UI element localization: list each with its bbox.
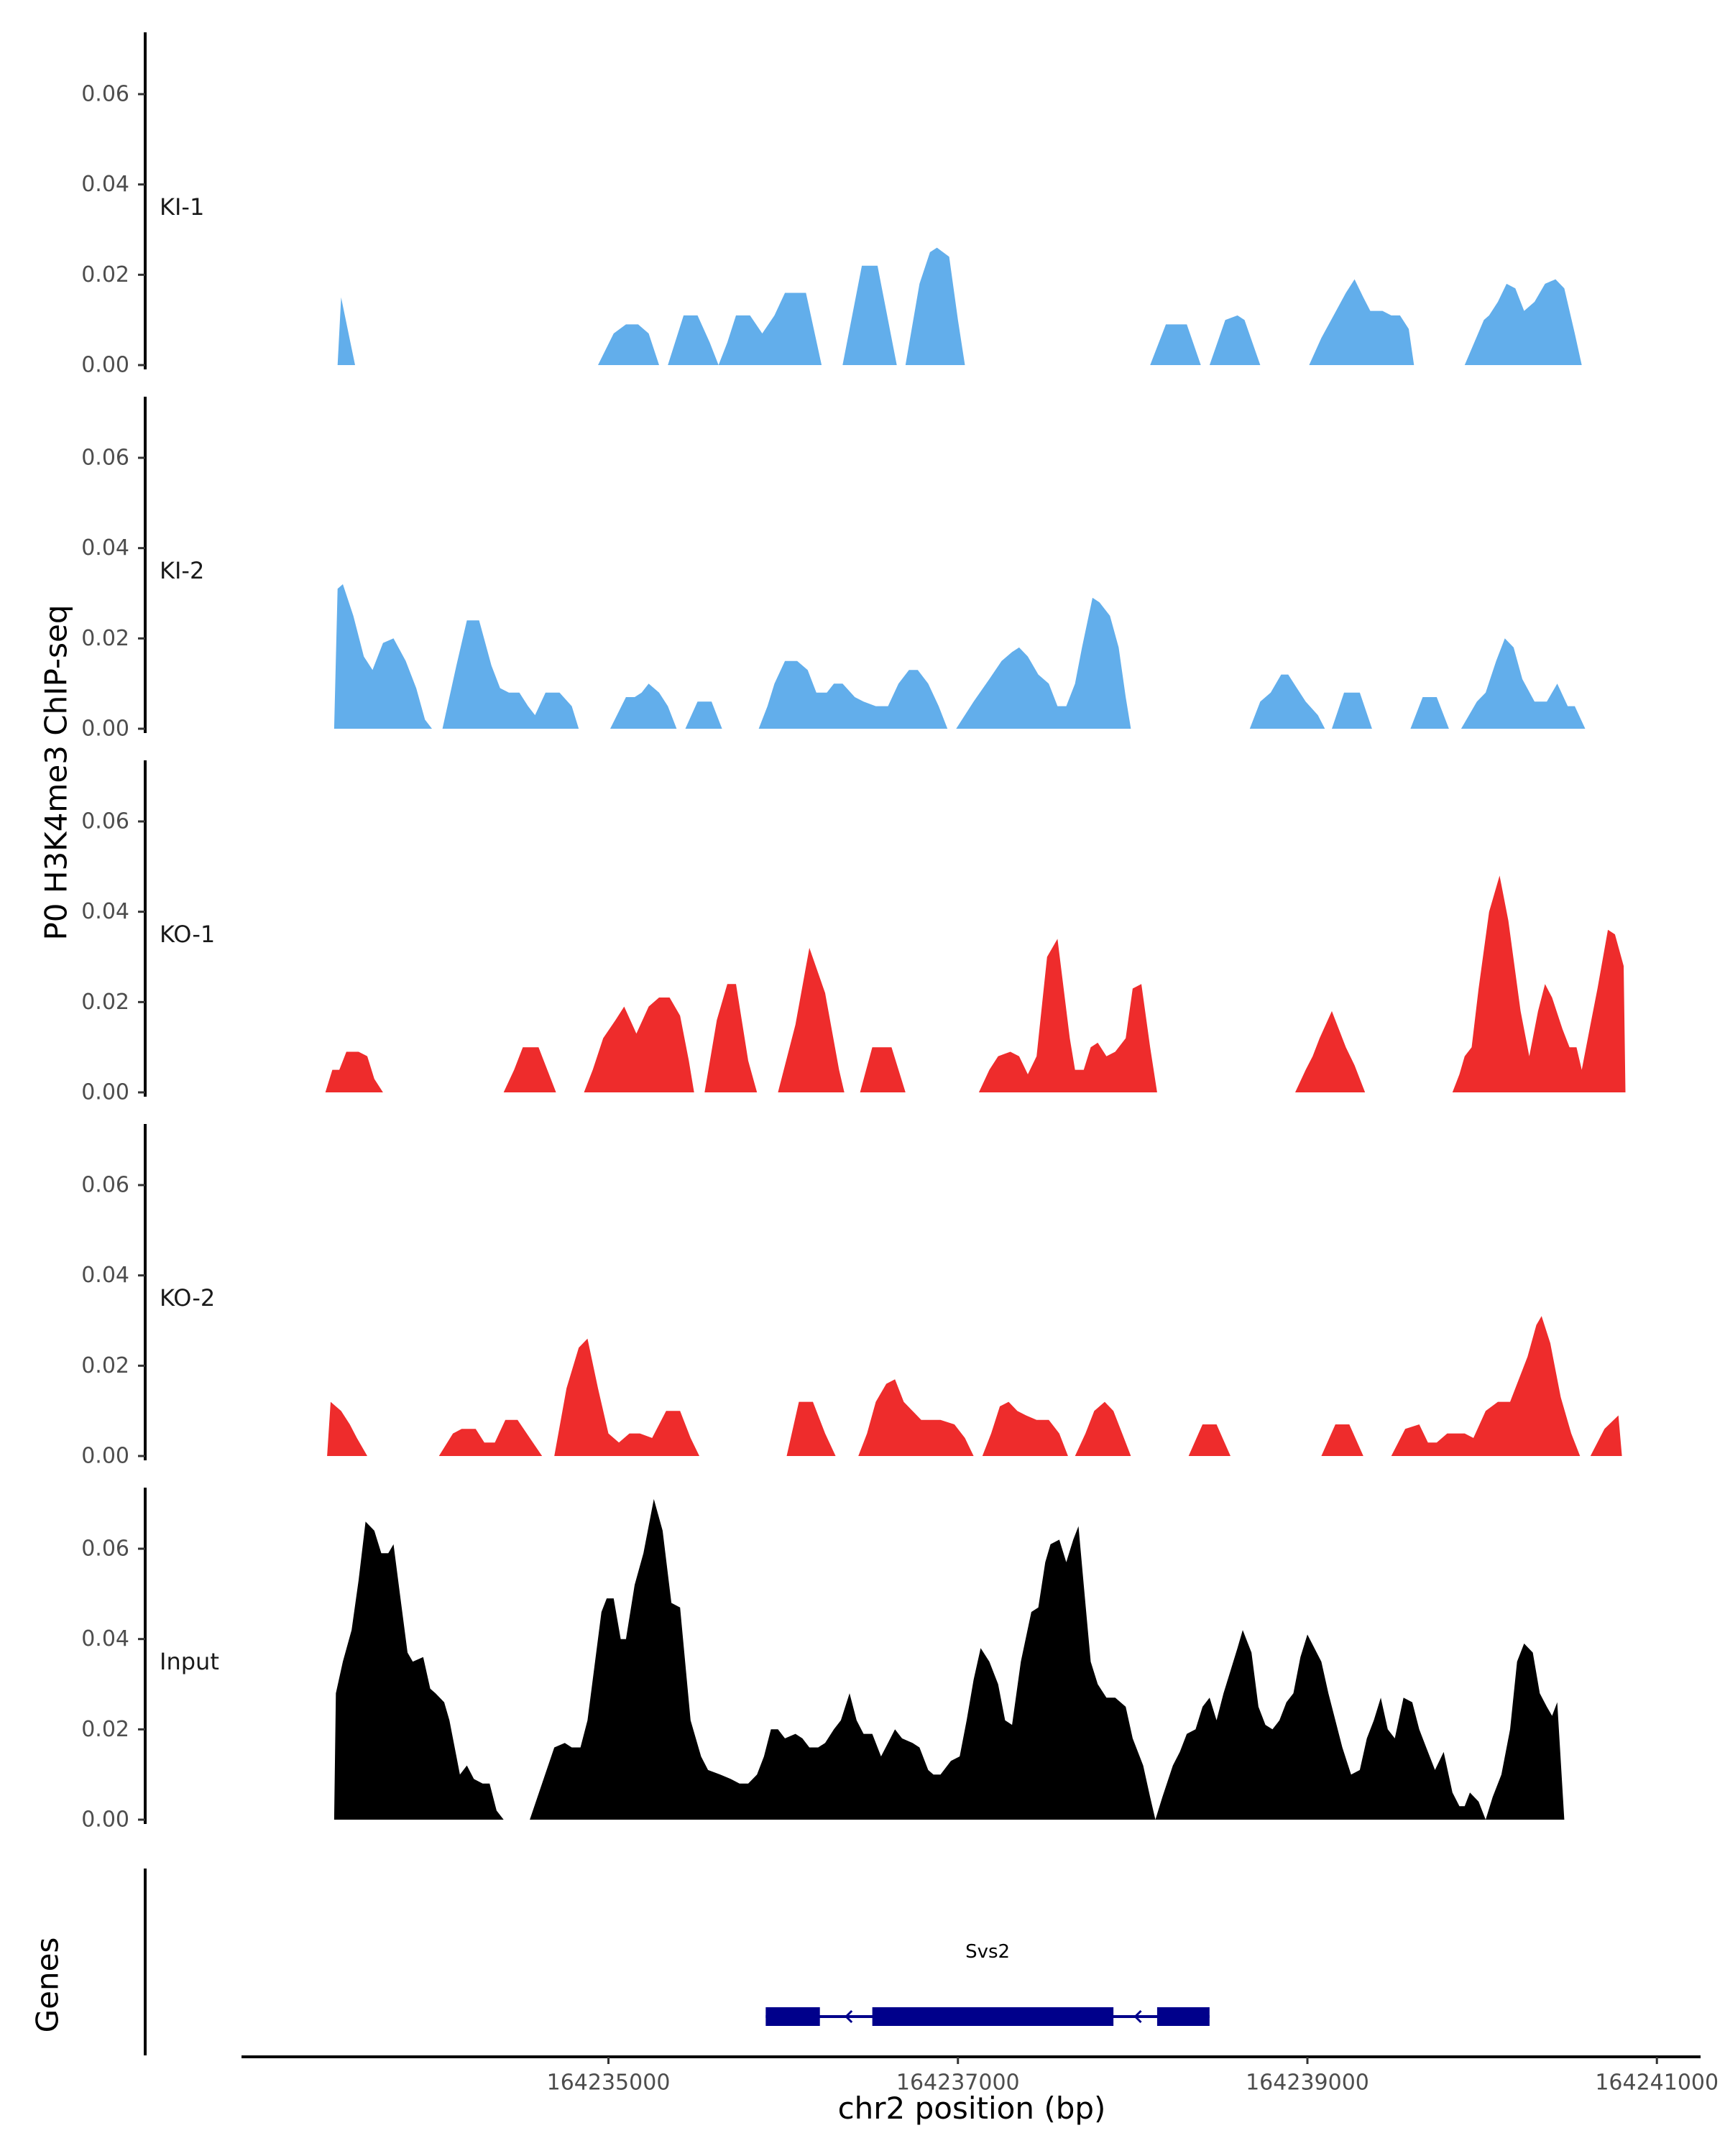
y-tick-label: 0.04 (81, 899, 129, 924)
x-tick-label: 164241000 (1595, 2070, 1719, 2096)
gene-exon (765, 2007, 820, 2026)
signal-area-input (334, 1498, 1565, 1820)
gene-exon (1156, 2007, 1210, 2026)
y-tick-label: 0.04 (81, 535, 129, 561)
strand-arrow-icon (845, 2009, 853, 2024)
strand-arrow-icon (1133, 2009, 1142, 2024)
track-label: Input (160, 1648, 219, 1675)
gene-name-label: Svs2 (965, 1941, 1010, 1963)
y-tick-label: 0.00 (81, 353, 129, 378)
y-tick-label: 0.02 (81, 262, 129, 287)
x-axis: 164235000 164237000 164239000 164241000 (242, 2055, 1719, 2096)
y-tick-label: 0.02 (81, 1353, 129, 1378)
y-tick-label: 0.06 (81, 809, 129, 834)
gene-exon (872, 2007, 1114, 2026)
y-tick-label: 0.04 (81, 172, 129, 197)
x-tick-label: 164239000 (1246, 2070, 1369, 2096)
y-tick-label: 0.02 (81, 990, 129, 1015)
x-tick-label: 164235000 (547, 2070, 671, 2096)
tracks-group: 0.00 0.02 0.04 0.06 KI-1 0.00 0.02 0.04 0.06 KI-2… (81, 32, 1626, 1833)
gene-panel-title: Genes (30, 1938, 65, 2033)
signal-area-ko-1 (325, 875, 1626, 1092)
y-tick-label: 0.02 (81, 626, 129, 651)
y-tick-label: 0.00 (81, 1080, 129, 1105)
y-tick-label: 0.04 (81, 1626, 129, 1651)
x-axis-title: chr2 position (bp) (838, 2091, 1106, 2126)
signal-area-ko-2 (327, 1316, 1622, 1456)
y-tick-label: 0.06 (81, 1537, 129, 1562)
x-tick-label: 164237000 (896, 2070, 1020, 2096)
track-ki-1: 0.00 0.02 0.04 0.06 KI-1 (81, 32, 1582, 378)
y-axis-title: P0 H3K4me3 ChIP-seq (39, 604, 74, 940)
track-label: KI-1 (160, 193, 204, 221)
y-tick-label: 0.00 (81, 1444, 129, 1469)
y-tick-label: 0.06 (81, 1173, 129, 1198)
y-tick-label: 0.02 (81, 1717, 129, 1742)
y-tick-label: 0.06 (81, 82, 129, 107)
track-input: 0.00 0.02 0.04 0.06 Input (81, 1488, 1565, 1833)
y-tick-label: 0.00 (81, 717, 129, 742)
signal-area-ki-1 (337, 247, 1582, 365)
track-ki-2: 0.00 0.02 0.04 0.06 KI-2 (81, 397, 1586, 742)
signal-area-ki-2 (334, 584, 1586, 729)
track-label: KO-2 (160, 1284, 215, 1312)
y-tick-label: 0.00 (81, 1807, 129, 1833)
gene-panel: Svs2 (144, 1869, 1210, 2055)
gene-svs2: Svs2 (765, 1941, 1210, 2026)
track-label: KO-1 (160, 921, 215, 948)
track-label: KI-2 (160, 557, 204, 584)
track-ko-1: 0.00 0.02 0.04 0.06 KO-1 (81, 760, 1626, 1105)
y-tick-label: 0.06 (81, 446, 129, 471)
y-tick-label: 0.04 (81, 1263, 129, 1288)
track-ko-2: 0.00 0.02 0.04 0.06 KO-2 (81, 1124, 1622, 1469)
